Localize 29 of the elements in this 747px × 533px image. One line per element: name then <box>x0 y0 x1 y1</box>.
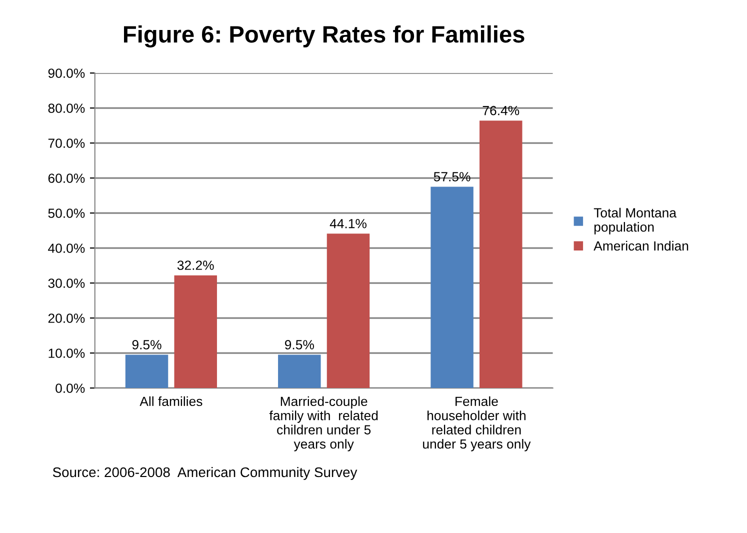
bar <box>326 234 370 388</box>
y-tick-label: 80.0% <box>48 104 85 113</box>
legend-label: Total Montana population <box>594 208 676 234</box>
y-tick-label: 40.0% <box>48 244 85 253</box>
chart-title: Figure 6: Poverty Rates for Families <box>124 25 524 48</box>
x-tick-label: Married-couple family with related children under 5 years only <box>269 396 378 452</box>
source-note: Source: 2006-2008 American Community Survey <box>52 466 358 480</box>
bar <box>430 186 474 388</box>
x-tick-label: All families <box>140 396 202 406</box>
y-tick-label: 70.0% <box>48 138 85 148</box>
data-label: 9.5% <box>284 340 314 350</box>
y-tick-label: 30.0% <box>48 278 85 288</box>
data-label: 44.1% <box>330 219 366 228</box>
bar <box>125 354 168 388</box>
data-label: 32.2% <box>177 260 214 270</box>
data-label: 57.5% <box>434 172 470 182</box>
data-label: 9.5% <box>132 340 162 350</box>
y-tick-label: 20.0% <box>48 314 85 323</box>
y-tick-label: 90.0% <box>48 68 85 78</box>
y-tick-label: 10.0% <box>48 348 85 358</box>
y-tick-label: 50.0% <box>48 208 85 218</box>
bar <box>174 275 217 388</box>
x-tick-label: Female householder with related children under 5 years only <box>423 396 531 452</box>
legend-label: American Indian <box>594 240 688 251</box>
bar <box>278 354 321 388</box>
bar <box>480 120 522 388</box>
y-tick-label: 0.0% <box>56 384 85 393</box>
data-label: 76.4% <box>482 106 520 116</box>
y-tick-label: 60.0% <box>48 174 85 183</box>
